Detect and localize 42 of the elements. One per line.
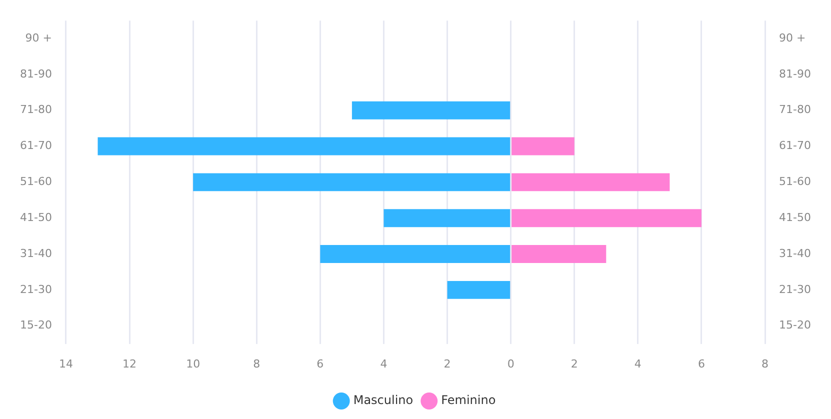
x-tick-label: 8 xyxy=(762,357,769,370)
y2-tick-label: 61-70 xyxy=(779,139,812,152)
y-tick-label: 90 + xyxy=(25,31,52,44)
y-tick-label: 61-70 xyxy=(20,139,52,152)
x-tick-label: 2 xyxy=(570,357,578,370)
y-tick-label: 81-90 xyxy=(20,67,52,80)
x-tick-label: 8 xyxy=(253,357,260,370)
bar xyxy=(193,173,510,192)
y2-tick-label: 31-40 xyxy=(779,246,812,260)
y-tick-label: 51-60 xyxy=(20,175,52,188)
x-tick-label: 6 xyxy=(698,357,705,370)
bar xyxy=(352,101,510,120)
x-tick-label: 4 xyxy=(380,357,388,370)
x-tick-label: 0 xyxy=(507,357,514,370)
x-tick-label: 12 xyxy=(122,357,137,370)
y-tick-label: 71-80 xyxy=(20,103,52,116)
y2-tick-label: 90 + xyxy=(779,31,806,44)
x-tick-label: 4 xyxy=(634,357,642,370)
y-tick-label: 31-40 xyxy=(20,246,52,260)
x-tick-label: 2 xyxy=(444,357,451,370)
legend-label: Feminino xyxy=(441,393,496,408)
bar xyxy=(512,173,670,192)
y2-tick-label: 21-30 xyxy=(779,282,812,296)
y2-tick-label: 51-60 xyxy=(779,175,812,188)
bar xyxy=(384,209,510,228)
x-tick-label: 6 xyxy=(316,357,324,370)
y2-tick-label: 81-90 xyxy=(779,67,812,80)
y2-tick-label: 71-80 xyxy=(779,103,812,116)
bar xyxy=(512,209,702,228)
y-tick-label: 15-20 xyxy=(20,318,52,332)
bar xyxy=(98,137,510,156)
y-tick-label: 21-30 xyxy=(20,282,52,296)
x-tick-label: 14 xyxy=(58,357,73,370)
legend-label: Masculino xyxy=(353,393,414,408)
bar xyxy=(512,245,606,263)
y2-tick-label: 15-20 xyxy=(779,318,812,332)
bar xyxy=(447,280,510,299)
x-tick-label: 10 xyxy=(186,357,200,370)
bar xyxy=(320,245,510,263)
y-tick-label: 41-50 xyxy=(20,210,52,224)
bar xyxy=(512,137,574,156)
y2-tick-label: 41-50 xyxy=(779,210,812,224)
